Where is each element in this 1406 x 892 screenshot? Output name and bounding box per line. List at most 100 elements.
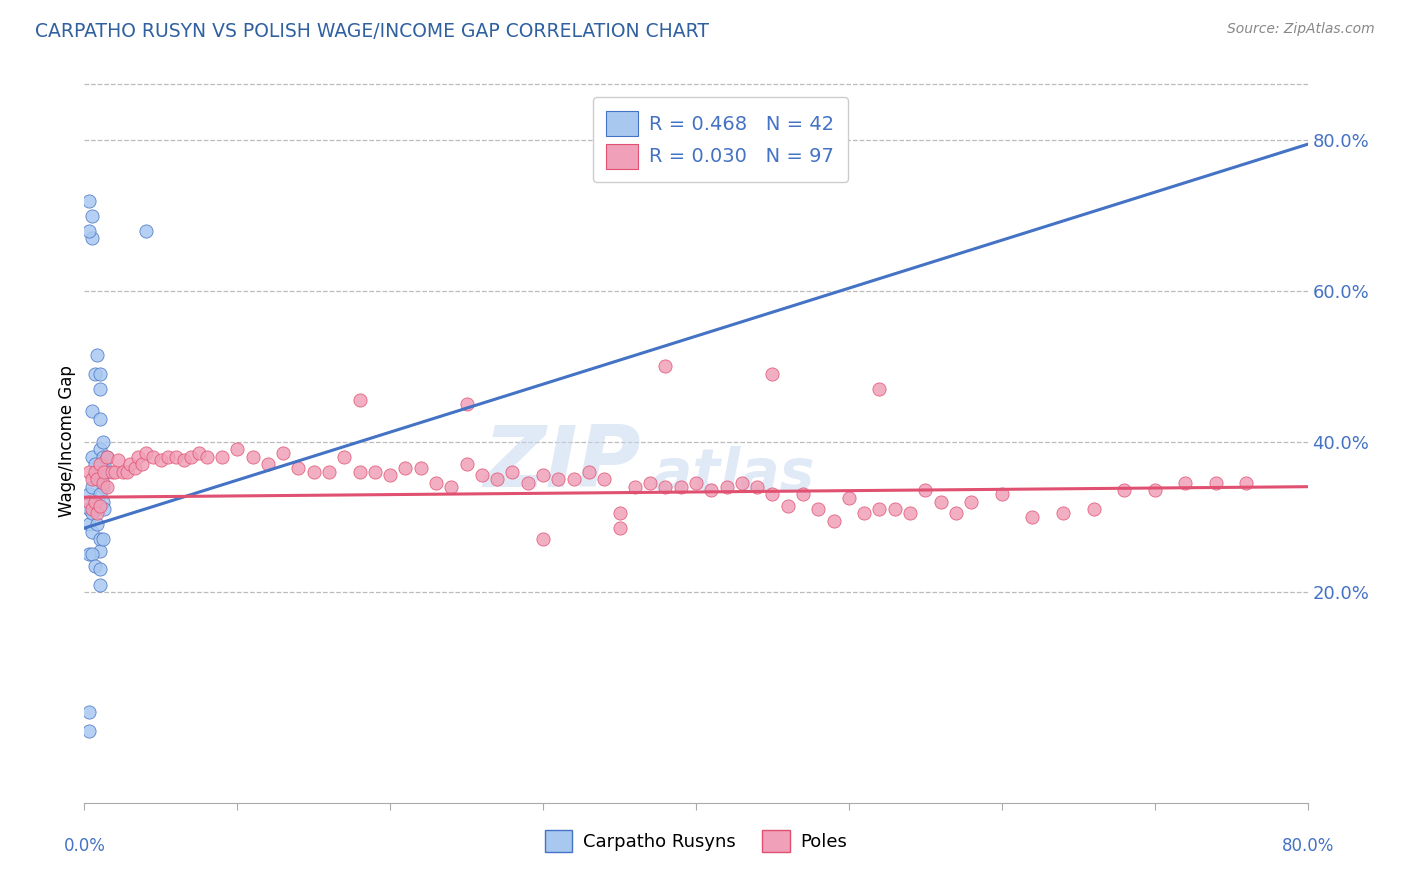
Point <box>77 224 100 238</box>
Point <box>638 475 661 490</box>
Point <box>471 468 494 483</box>
Point <box>960 494 983 508</box>
Point <box>823 514 845 528</box>
Point <box>562 472 585 486</box>
Text: Source: ZipAtlas.com: Source: ZipAtlas.com <box>1227 22 1375 37</box>
Point <box>624 480 647 494</box>
Point <box>593 472 616 486</box>
Point <box>91 494 114 508</box>
Point <box>761 487 783 501</box>
Point <box>80 502 103 516</box>
Point <box>287 461 309 475</box>
Point <box>731 475 754 490</box>
Point <box>211 450 233 464</box>
Point <box>456 397 478 411</box>
Point <box>107 453 129 467</box>
Point <box>807 502 830 516</box>
Point <box>77 517 100 532</box>
Point <box>531 468 554 483</box>
Point <box>180 450 202 464</box>
Point <box>80 506 103 520</box>
Point <box>669 480 692 494</box>
Point <box>89 562 111 576</box>
Text: CARPATHO RUSYN VS POLISH WAGE/INCOME GAP CORRELATION CHART: CARPATHO RUSYN VS POLISH WAGE/INCOME GAP… <box>35 22 709 41</box>
Point <box>157 450 180 464</box>
Point <box>226 442 249 456</box>
Point <box>115 465 138 479</box>
Point <box>111 465 134 479</box>
Point <box>165 450 187 464</box>
Point <box>761 367 783 381</box>
Point <box>89 533 111 547</box>
Point <box>84 558 107 573</box>
Point <box>1114 483 1136 498</box>
Text: atlas: atlas <box>654 445 814 502</box>
Point <box>149 453 172 467</box>
Point <box>89 382 111 396</box>
Point <box>80 209 103 223</box>
Point <box>96 465 118 479</box>
Point <box>84 457 107 471</box>
Point <box>84 465 107 479</box>
Point <box>80 480 103 494</box>
Point <box>409 461 432 475</box>
Point <box>96 450 118 464</box>
Point <box>142 450 165 464</box>
Point <box>349 393 371 408</box>
Point <box>685 475 707 490</box>
Point <box>914 483 936 498</box>
Point <box>716 480 738 494</box>
Point <box>1205 475 1227 490</box>
Point <box>547 472 569 486</box>
Point <box>120 457 142 471</box>
Legend: Carpatho Rusyns, Poles: Carpatho Rusyns, Poles <box>537 822 855 859</box>
Point <box>80 404 103 418</box>
Point <box>578 465 600 479</box>
Point <box>89 442 111 456</box>
Point <box>77 194 100 208</box>
Point <box>883 502 905 516</box>
Point <box>93 502 115 516</box>
Point <box>486 472 509 486</box>
Point <box>531 533 554 547</box>
Point <box>271 446 294 460</box>
Point <box>86 502 108 516</box>
Point <box>77 724 100 739</box>
Point <box>80 524 103 539</box>
Point <box>853 506 876 520</box>
Point <box>945 506 967 520</box>
Text: ZIP: ZIP <box>484 422 641 505</box>
Point <box>135 224 157 238</box>
Point <box>364 465 387 479</box>
Point <box>654 359 676 374</box>
Point <box>776 499 799 513</box>
Point <box>96 450 118 464</box>
Point <box>86 506 108 520</box>
Point <box>77 548 100 562</box>
Text: 0.0%: 0.0% <box>63 837 105 855</box>
Point <box>188 446 211 460</box>
Point <box>89 487 111 501</box>
Point <box>86 517 108 532</box>
Point <box>86 348 108 362</box>
Point <box>80 450 103 464</box>
Point <box>869 382 891 396</box>
Point <box>195 450 218 464</box>
Point <box>929 494 952 508</box>
Point <box>84 494 107 508</box>
Point <box>318 465 340 479</box>
Point <box>91 450 114 464</box>
Point <box>747 480 769 494</box>
Point <box>609 506 631 520</box>
Point <box>991 487 1014 501</box>
Point <box>1021 509 1043 524</box>
Point <box>89 472 111 486</box>
Point <box>77 487 100 501</box>
Point <box>89 412 111 426</box>
Point <box>101 465 124 479</box>
Point <box>257 457 280 471</box>
Point <box>654 480 676 494</box>
Point <box>1052 506 1074 520</box>
Point <box>91 533 114 547</box>
Y-axis label: Wage/Income Gap: Wage/Income Gap <box>58 366 76 517</box>
